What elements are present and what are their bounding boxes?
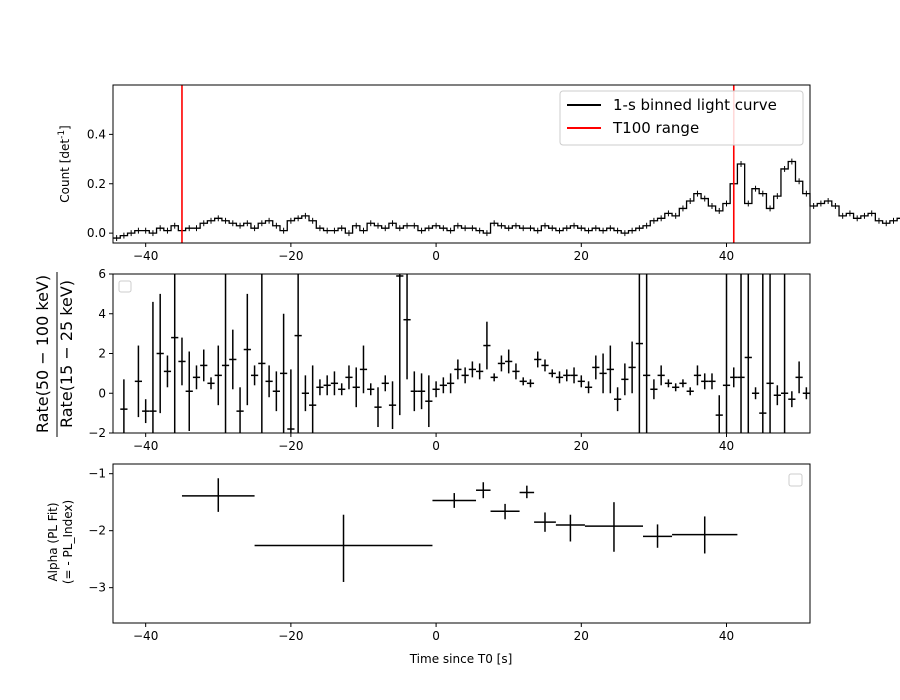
legend-label-light-curve: 1-s binned light curve: [613, 96, 777, 114]
top-legend: 1-s binned light curve T100 range: [559, 90, 804, 146]
light-curve-series: [113, 160, 900, 239]
bot-ytick-label: −2: [88, 524, 106, 538]
mid-ytick-label: 0: [98, 386, 106, 400]
mid-xtick-label: 40: [719, 439, 734, 453]
top-xtick-label: 0: [432, 249, 440, 263]
panel-alpha: −40 −20 0 20 40 −3 −2 −1 Alpha (PL Fit) (= - PL…: [46, 463, 811, 666]
mid-xtick-label: 0: [432, 439, 440, 453]
top-ylabel: Count [det-1]: [57, 125, 72, 203]
mid-empty-legend: [118, 280, 132, 293]
top-ytick-label: 0.4: [87, 127, 106, 141]
bot-xtick-label: 40: [719, 629, 734, 643]
top-ytick-label: 0.0: [87, 226, 106, 240]
bot-xtick-label: −20: [278, 629, 303, 643]
mid-xtick-label: −20: [278, 439, 303, 453]
mid-ytick-label: 4: [98, 307, 106, 321]
bot-xtick-label: 20: [574, 629, 589, 643]
mid-xtick-label: −40: [133, 439, 158, 453]
bot-axes-frame: [112, 463, 811, 624]
bot-empty-legend: [788, 473, 803, 487]
mid-xtick-label: 20: [574, 439, 589, 453]
legend-label-t100: T100 range: [612, 119, 699, 137]
top-xtick-label: −40: [133, 249, 158, 263]
panel-light-curve: −40 −20 0 20 40 0.0 0.2 0.4 Count [det-1] 1-s b…: [57, 84, 900, 263]
top-xtick-label: 20: [574, 249, 589, 263]
top-xtick-label: 40: [719, 249, 734, 263]
bot-xtick-label: −40: [133, 629, 158, 643]
bot-ytick-label: −3: [88, 581, 106, 595]
bot-xlabel: Time since T0 [s]: [409, 652, 513, 666]
mid-clip: [120, 274, 810, 433]
mid-ytick-label: 2: [98, 347, 106, 361]
top-ytick-label: 0.2: [87, 177, 106, 191]
bot-ylabel-line2: (= - PL_Index): [61, 500, 75, 584]
top-xtick-label: −20: [278, 249, 303, 263]
bot-ytick-label: −1: [88, 467, 106, 481]
bot-ylabel-line1: Alpha (PL Fit): [46, 502, 60, 581]
top-axes-frame: [112, 84, 811, 244]
mid-ylabel-denominator: Rate(15 − 25 keV): [57, 280, 76, 428]
mid-ytick-label: 6: [98, 267, 106, 281]
mid-ylabel-numerator: Rate(50 − 100 keV): [33, 275, 52, 433]
bot-xtick-label: 0: [432, 629, 440, 643]
mid-ytick-label: −2: [88, 426, 106, 440]
